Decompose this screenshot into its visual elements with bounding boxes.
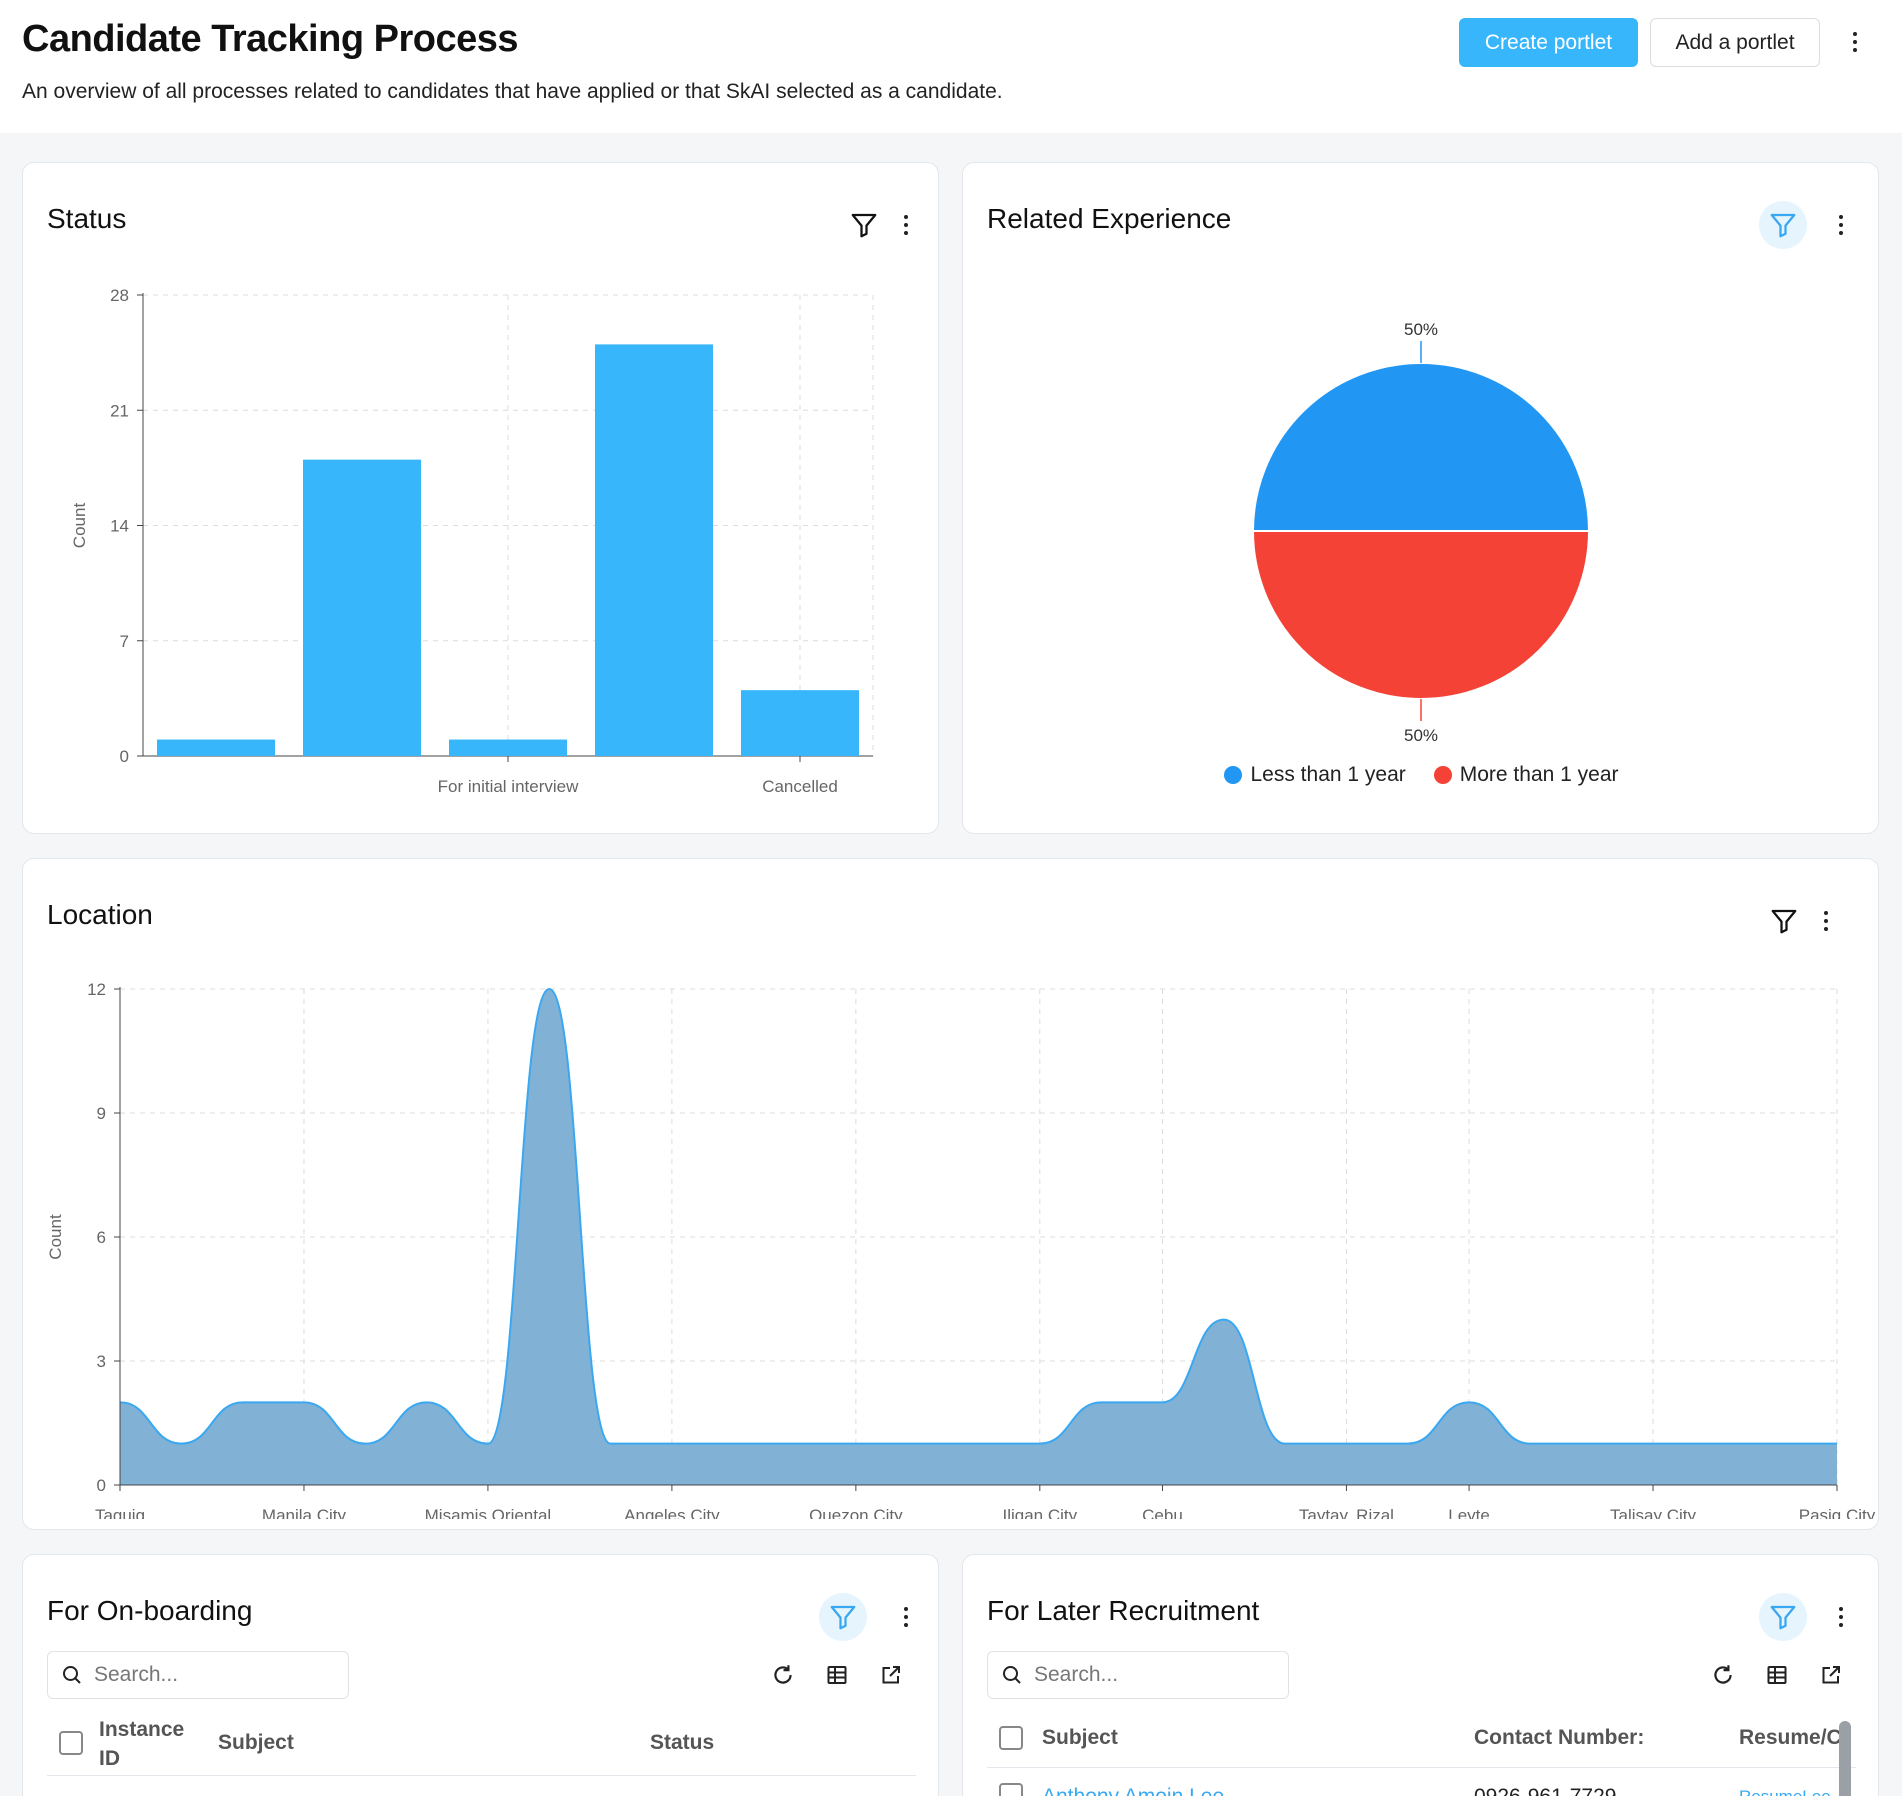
legend-label-more: More than 1 year — [1459, 763, 1619, 786]
x-tick-label: Taguig — [95, 1506, 145, 1519]
y-axis-title: Count — [70, 503, 89, 549]
later-search[interactable] — [987, 1651, 1289, 1699]
status-more-icon[interactable] — [894, 207, 918, 243]
x-tick-label: For initial interview — [438, 777, 579, 796]
pie-slice — [1251, 362, 1591, 532]
legend-swatch-less — [1224, 766, 1243, 784]
later-search-input[interactable] — [1034, 1663, 1274, 1687]
legend-label-less: Less than 1 year — [1250, 763, 1406, 786]
x-tick-label: Talisay City — [1610, 1506, 1696, 1519]
x-tick-label: Quezon City — [809, 1506, 903, 1519]
add-portlet-button[interactable]: Add a portlet — [1650, 18, 1820, 67]
y-tick-label: 9 — [97, 1104, 106, 1123]
row-contact-number: 0926-961-7729 — [1474, 1785, 1616, 1796]
row-subject-link[interactable]: Anthony Amoin Lee — [1042, 1785, 1224, 1796]
search-icon — [1003, 1666, 1021, 1684]
y-tick-label: 12 — [87, 980, 106, 999]
x-tick-label: Iligan City — [1003, 1506, 1078, 1519]
status-title: Status — [47, 203, 127, 234]
experience-chart: 50% 50% — [1251, 320, 1591, 745]
export-icon[interactable] — [1815, 1659, 1847, 1691]
x-tick-label: Misamis Oriental — [425, 1506, 552, 1519]
y-axis-title: Count — [46, 1214, 65, 1260]
y-tick-label: 7 — [120, 632, 129, 651]
col-header-subject[interactable]: Subject — [1042, 1726, 1118, 1749]
refresh-icon[interactable] — [1707, 1659, 1739, 1691]
row-checkbox[interactable] — [999, 1783, 1023, 1796]
table-scrollbar[interactable] — [1839, 1721, 1851, 1796]
search-icon — [63, 1666, 81, 1684]
experience-filter-icon[interactable] — [1759, 201, 1807, 249]
y-tick-label: 28 — [110, 286, 129, 305]
onboarding-filter-icon[interactable] — [819, 1593, 867, 1641]
x-tick-label: Pasig City — [1799, 1506, 1876, 1519]
experience-legend: Less than 1 year More than 1 year — [963, 763, 1878, 787]
table-header-divider — [987, 1767, 1856, 1768]
location-portlet: Location 0 3 6 9 12 Taguig Manila City Misamis … — [22, 858, 1879, 1530]
later-filter-icon[interactable] — [1759, 1593, 1807, 1641]
later-recruitment-title: For Later Recruitment — [987, 1595, 1260, 1626]
onboarding-search-input[interactable] — [94, 1663, 334, 1687]
columns-icon[interactable] — [1761, 1659, 1793, 1691]
x-tick-label: Cancelled — [762, 777, 838, 796]
status-chart: 0 7 14 21 28 For initial interview Cancelled Co… — [70, 286, 874, 796]
pie-slice — [1251, 530, 1591, 700]
col-header-instance-id[interactable]: Instance ID — [99, 1718, 185, 1770]
bar — [449, 739, 567, 756]
col-header-subject[interactable]: Subject — [218, 1731, 294, 1754]
refresh-icon[interactable] — [767, 1659, 799, 1691]
onboarding-title: For On-boarding — [47, 1595, 253, 1626]
later-more-icon[interactable] — [1829, 1599, 1853, 1635]
y-tick-label: 3 — [97, 1352, 106, 1371]
location-filter-icon[interactable] — [1760, 897, 1808, 945]
onboarding-search[interactable] — [47, 1651, 349, 1699]
col-header-contact-number[interactable]: Contact Number: — [1474, 1726, 1645, 1749]
y-tick-label: 0 — [97, 1476, 106, 1495]
table-header-divider — [47, 1775, 916, 1776]
experience-portlet: Related Experience 50% 50% Less than 1 ye… — [962, 162, 1879, 834]
experience-title: Related Experience — [987, 203, 1232, 234]
pie-data-label: 50% — [1404, 320, 1438, 339]
legend-item-less[interactable]: Less than 1 year — [1224, 763, 1406, 787]
location-chart: 0 3 6 9 12 Taguig Manila City Misamis Oriental A… — [46, 980, 1876, 1519]
bar — [303, 459, 421, 756]
area-line — [119, 987, 1837, 1445]
y-tick-label: 14 — [110, 517, 129, 536]
bar — [157, 739, 275, 756]
onboarding-more-icon[interactable] — [894, 1599, 918, 1635]
col-header-resume[interactable]: Resume/CV — [1739, 1726, 1849, 1749]
select-all-checkbox[interactable] — [999, 1726, 1023, 1750]
status-portlet: Status 0 7 14 21 28 For initial interview Canc… — [22, 162, 939, 834]
create-portlet-button[interactable]: Create portlet — [1459, 18, 1638, 67]
later-recruitment-portlet: For Later Recruitment Subject Contact Nu… — [962, 1554, 1879, 1796]
bar — [741, 690, 859, 756]
x-tick-label: Cebu — [1142, 1506, 1183, 1519]
col-header-status[interactable]: Status — [650, 1731, 715, 1754]
page-header: Candidate Tracking Process An overview o… — [0, 0, 1902, 133]
experience-more-icon[interactable] — [1829, 207, 1853, 243]
location-more-icon[interactable] — [1814, 903, 1838, 939]
page-more-icon[interactable] — [1840, 24, 1870, 60]
select-all-checkbox[interactable] — [59, 1731, 83, 1755]
onboarding-portlet: For On-boarding Instance ID Subject Stat… — [22, 1554, 939, 1796]
page-subtitle: An overview of all processes related to … — [22, 80, 1003, 103]
legend-swatch-more — [1433, 766, 1452, 784]
y-tick-label: 21 — [110, 401, 129, 420]
y-tick-label: 0 — [120, 747, 129, 766]
x-tick-label: Angeles City — [624, 1506, 720, 1519]
columns-icon[interactable] — [821, 1659, 853, 1691]
bar — [595, 344, 713, 756]
page-title: Candidate Tracking Process — [22, 18, 518, 60]
x-tick-label: Leyte — [1448, 1506, 1490, 1519]
x-tick-label: Manila City — [262, 1506, 347, 1519]
legend-item-more[interactable]: More than 1 year — [1433, 763, 1619, 787]
location-title: Location — [47, 899, 153, 930]
status-filter-icon[interactable] — [840, 201, 888, 249]
y-tick-label: 6 — [97, 1228, 106, 1247]
row-resume-link[interactable]: ResumeLee — [1739, 1787, 1831, 1796]
pie-data-label: 50% — [1404, 726, 1438, 745]
export-icon[interactable] — [875, 1659, 907, 1691]
x-tick-label: Taytay, Rizal — [1299, 1506, 1394, 1519]
area-fill — [120, 989, 1837, 1485]
